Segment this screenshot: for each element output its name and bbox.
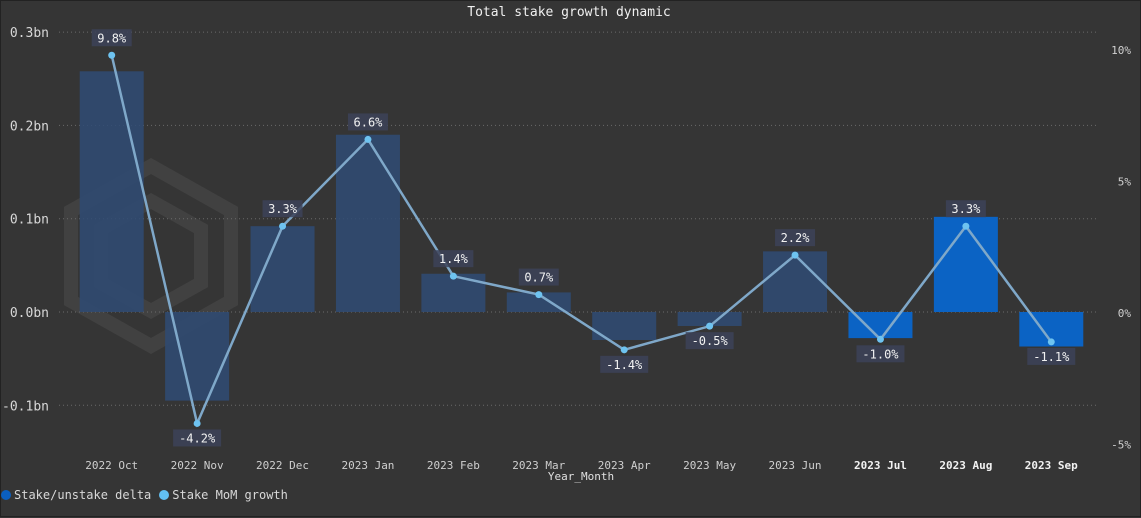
growth-point[interactable] [193, 419, 201, 427]
data-label: 0.7% [524, 271, 554, 285]
growth-point[interactable] [1047, 338, 1055, 346]
x-tick-label: 2023 Aug [939, 459, 992, 472]
bar[interactable] [763, 251, 828, 312]
legend-swatch-stake-delta [1, 490, 11, 500]
growth-point[interactable] [962, 222, 970, 230]
x-tick-label: 2023 Mar [512, 459, 565, 472]
data-label: -0.5% [692, 334, 729, 348]
y-tick-label: 0.3bn [10, 26, 49, 41]
growth-line [110, 54, 1053, 428]
y-tick-label: -0.1bn [2, 399, 49, 414]
data-label: -1.4% [606, 358, 643, 372]
y2-tick-label: 5% [1118, 176, 1132, 189]
growth-point[interactable] [706, 322, 714, 330]
x-tick-label: 2023 Apr [598, 459, 651, 472]
data-label-bg [91, 29, 132, 47]
data-label: 3.3% [268, 202, 298, 216]
legend-label-stake-delta: Stake/unstake delta [14, 488, 152, 502]
data-label-bg [775, 229, 816, 247]
data-label: -1.1% [1033, 350, 1070, 364]
data-label: -4.2% [179, 431, 216, 445]
legend-item-stake-delta[interactable]: Stake/unstake delta [1, 488, 151, 502]
growth-point[interactable] [791, 251, 799, 259]
data-label-bg [600, 355, 649, 373]
growth-point[interactable] [364, 135, 372, 143]
x-tick-label: 2022 Nov [171, 459, 224, 472]
growth-point[interactable] [876, 335, 884, 343]
data-label: 2.2% [781, 231, 811, 245]
x-tick-label: 2023 Jan [341, 459, 394, 472]
growth-point[interactable] [620, 346, 628, 354]
growth-point[interactable] [279, 222, 287, 230]
x-tick-label: 2023 Feb [427, 459, 480, 472]
bar[interactable] [677, 312, 742, 326]
legend-label-mom-growth: Stake MoM growth [172, 488, 288, 502]
growth-point[interactable] [108, 51, 116, 59]
bar[interactable] [79, 71, 144, 312]
bar[interactable] [506, 292, 571, 312]
data-label-bg [347, 113, 388, 131]
data-label-bg [262, 200, 303, 218]
x-tick-label: 2022 Dec [256, 459, 309, 472]
data-label-bg [173, 429, 222, 447]
data-label: 1.4% [439, 252, 469, 266]
x-axis-title: Year_Month [548, 470, 614, 483]
data-label-bg [856, 345, 905, 363]
chart-title: Total stake growth dynamic [467, 5, 671, 20]
x-tick-label: 2022 Oct [85, 459, 138, 472]
y-tick-label: 0.0bn [10, 306, 49, 321]
legend-item-mom-growth[interactable]: Stake MoM growth [159, 488, 288, 502]
data-label: 3.3% [951, 202, 981, 216]
bar[interactable] [848, 312, 913, 339]
data-label-bg [685, 332, 734, 350]
data-label-bg [1027, 347, 1076, 365]
bar[interactable] [335, 134, 400, 312]
x-tick-label: 2023 Jul [854, 459, 907, 472]
data-label-bg [433, 250, 474, 268]
y2-tick-label: -5% [1111, 439, 1131, 452]
data-label: 9.8% [97, 31, 127, 45]
legend-swatch-mom-growth [159, 490, 170, 500]
y2-tick-label: 0% [1118, 307, 1132, 320]
bar[interactable] [250, 226, 315, 312]
y-tick-label: 0.1bn [10, 213, 49, 228]
data-label: -1.0% [862, 347, 899, 361]
bar[interactable] [933, 216, 998, 312]
x-tick-label: 2023 May [683, 459, 736, 472]
y-tick-label: 0.2bn [10, 119, 49, 134]
growth-point[interactable] [449, 272, 457, 280]
data-label-bg [945, 200, 986, 218]
data-label-bg [518, 268, 559, 286]
y2-tick-label: 10% [1111, 44, 1131, 57]
growth-point[interactable] [535, 291, 543, 299]
x-tick-label: 2023 Jun [769, 459, 822, 472]
x-tick-label: 2023 Sep [1025, 459, 1078, 472]
legend: Stake/unstake delta Stake MoM growth [1, 488, 288, 502]
data-label: 6.6% [354, 115, 384, 129]
